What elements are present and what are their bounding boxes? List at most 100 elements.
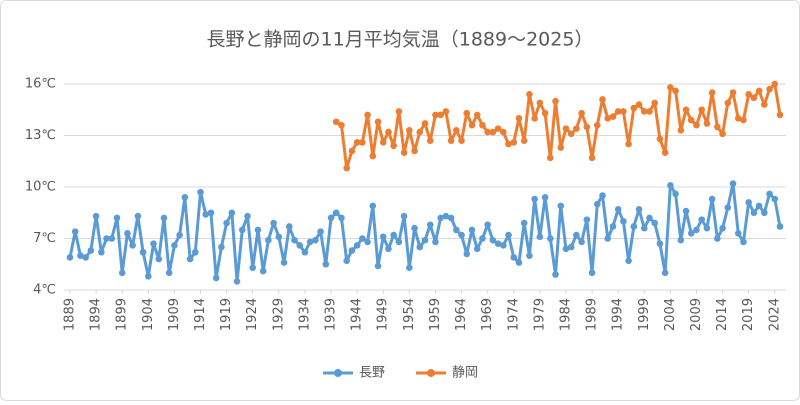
point [562, 245, 570, 253]
x-tick-label: 2019 [741, 298, 756, 331]
legend-label: 静岡 [452, 366, 478, 381]
point [364, 238, 371, 246]
point [552, 97, 559, 105]
x-tick-label: 1989 [585, 298, 600, 331]
point [108, 235, 116, 242]
point [599, 192, 606, 199]
point [593, 200, 601, 208]
legend-marker [427, 369, 435, 377]
point [374, 262, 382, 270]
point [270, 219, 277, 227]
point [369, 202, 377, 210]
point [348, 247, 356, 254]
point [745, 91, 752, 98]
x-tick-label: 2009 [689, 298, 704, 331]
point [118, 269, 126, 277]
point [348, 147, 356, 155]
chart-title: 長野と静岡の11月平均気温（1889～2025） [207, 29, 594, 51]
point [71, 228, 79, 235]
point [635, 206, 643, 213]
point [750, 94, 758, 102]
point [129, 242, 136, 249]
point [531, 115, 538, 122]
legend-marker [334, 369, 342, 377]
point [374, 118, 382, 126]
point [353, 139, 361, 146]
point [489, 236, 497, 244]
point [761, 101, 768, 108]
x-tick-label: 1994 [611, 298, 626, 331]
x-tick-label: 1944 [350, 298, 365, 331]
point [776, 111, 784, 119]
y-tick-label: 10℃ [25, 180, 56, 195]
point [343, 164, 350, 172]
point [317, 228, 324, 235]
point [265, 236, 272, 244]
y-tick-label: 16℃ [25, 77, 56, 92]
point [526, 252, 533, 259]
point [567, 130, 575, 138]
point [526, 91, 533, 98]
x-tick-label: 1934 [297, 298, 312, 331]
point [620, 108, 627, 115]
point [437, 111, 444, 119]
point [390, 142, 397, 150]
point [667, 84, 674, 91]
point [463, 250, 471, 258]
point [218, 243, 225, 251]
point [228, 209, 236, 217]
point [212, 274, 220, 282]
point [458, 137, 465, 144]
point [588, 154, 596, 162]
point [651, 219, 659, 227]
point [745, 199, 752, 206]
point [442, 108, 450, 115]
point [599, 96, 606, 103]
point [479, 121, 486, 129]
x-tick-label: 1949 [376, 298, 391, 331]
point [719, 130, 726, 138]
point [541, 194, 549, 201]
point [776, 223, 784, 230]
point [479, 235, 486, 242]
point [734, 230, 742, 237]
x-tick-label: 2024 [767, 298, 782, 331]
point [468, 226, 476, 234]
x-tick-label: 1999 [637, 298, 652, 331]
point [432, 238, 439, 246]
point [714, 235, 721, 242]
point [541, 109, 549, 117]
point [338, 214, 345, 222]
point [385, 245, 392, 253]
point [698, 106, 705, 114]
point [458, 231, 465, 239]
point [573, 231, 580, 239]
point [249, 264, 257, 271]
y-tick-label: 7℃ [33, 231, 56, 246]
point [395, 108, 403, 115]
point [421, 236, 429, 244]
point [82, 254, 89, 261]
point [447, 137, 455, 144]
point [505, 231, 512, 239]
x-tick-label: 1969 [480, 298, 495, 331]
x-tick-label: 1939 [324, 298, 339, 331]
point [708, 89, 716, 96]
point [500, 242, 507, 249]
point [771, 80, 779, 88]
point [155, 255, 163, 263]
point [432, 111, 439, 119]
point [437, 214, 444, 222]
point [687, 230, 695, 237]
point [703, 120, 711, 127]
point [761, 209, 768, 217]
point [578, 109, 585, 117]
point [583, 216, 591, 223]
point [416, 243, 424, 251]
point [259, 267, 267, 275]
x-tick-label: 1984 [558, 298, 573, 331]
point [406, 127, 413, 134]
point [750, 209, 758, 217]
x-tick-label: 1919 [219, 298, 234, 331]
